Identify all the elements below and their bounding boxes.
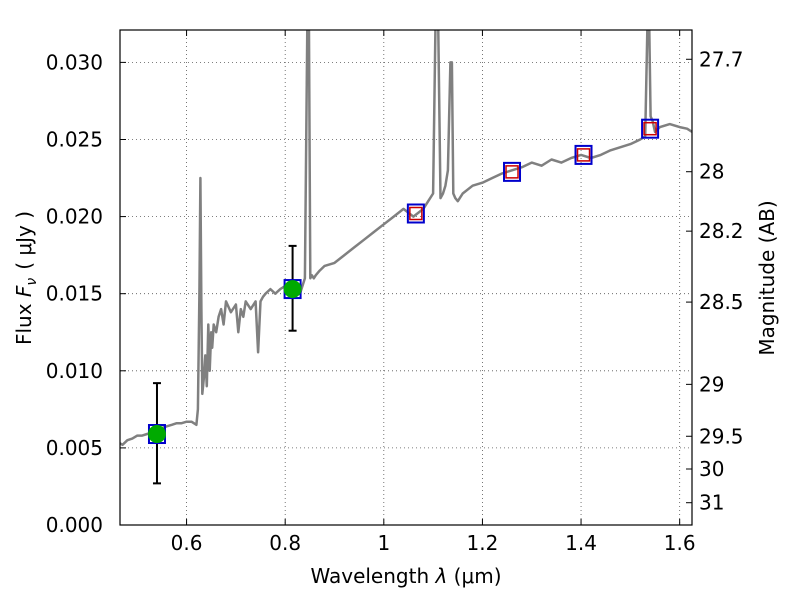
y-axis-title: Flux Fν( μJy ): [12, 211, 40, 345]
model-box: [406, 203, 425, 224]
model-box: [641, 118, 660, 139]
y-tick-label: 0.000: [46, 513, 103, 537]
y-tick-label: 0.010: [46, 359, 103, 383]
upper-limit-marker: [643, 121, 657, 136]
right-tick-label: 28: [699, 160, 724, 184]
right-tick-label: 29.5: [699, 424, 744, 448]
y-tick-label: 0.015: [46, 282, 103, 306]
upper-limit-marker: [505, 165, 519, 179]
right-tick-label: 31: [699, 491, 724, 515]
x-tick-label: 0.8: [269, 531, 301, 555]
x-tick-label: 1.2: [467, 531, 499, 555]
y-tick-label: 0.025: [46, 127, 103, 151]
right-tick-label: 30: [699, 457, 724, 481]
y-tick-label: 0.020: [46, 205, 103, 229]
upper-limit-marker: [409, 206, 423, 221]
x-tick-label: 1: [377, 531, 390, 555]
spectrum-layer: [120, 30, 692, 447]
detection-marker: [147, 425, 166, 444]
x-tick-label: 0.6: [171, 531, 203, 555]
detection-marker: [283, 280, 302, 299]
points-layer: [147, 118, 660, 485]
x-axis-title: Wavelength λ (μm): [310, 564, 501, 588]
plot-frame: [119, 29, 693, 526]
right-tick-label: 29: [699, 372, 724, 396]
y-tick-label: 0.005: [46, 436, 103, 460]
right-tick-label: 28.5: [699, 290, 744, 314]
x-tick-label: 1.6: [664, 531, 696, 555]
right-tick-label: 27.7: [699, 47, 744, 71]
upper-limit-marker: [576, 148, 591, 162]
spectrum-line: [120, 30, 692, 447]
model-box: [503, 161, 522, 182]
ticks-layer: 0.6 0.8 1 1.2 1.4 1.6 0.000 0.005 0.010 0.015 0.02…: [46, 30, 744, 555]
y-axis-right-title: Magnitude (AB): [755, 200, 779, 355]
x-tick-label: 1.4: [565, 531, 597, 555]
right-tick-label: 28.2: [699, 219, 744, 243]
model-box: [574, 144, 593, 165]
y-tick-label: 0.030: [46, 50, 103, 74]
grid: [120, 30, 692, 526]
